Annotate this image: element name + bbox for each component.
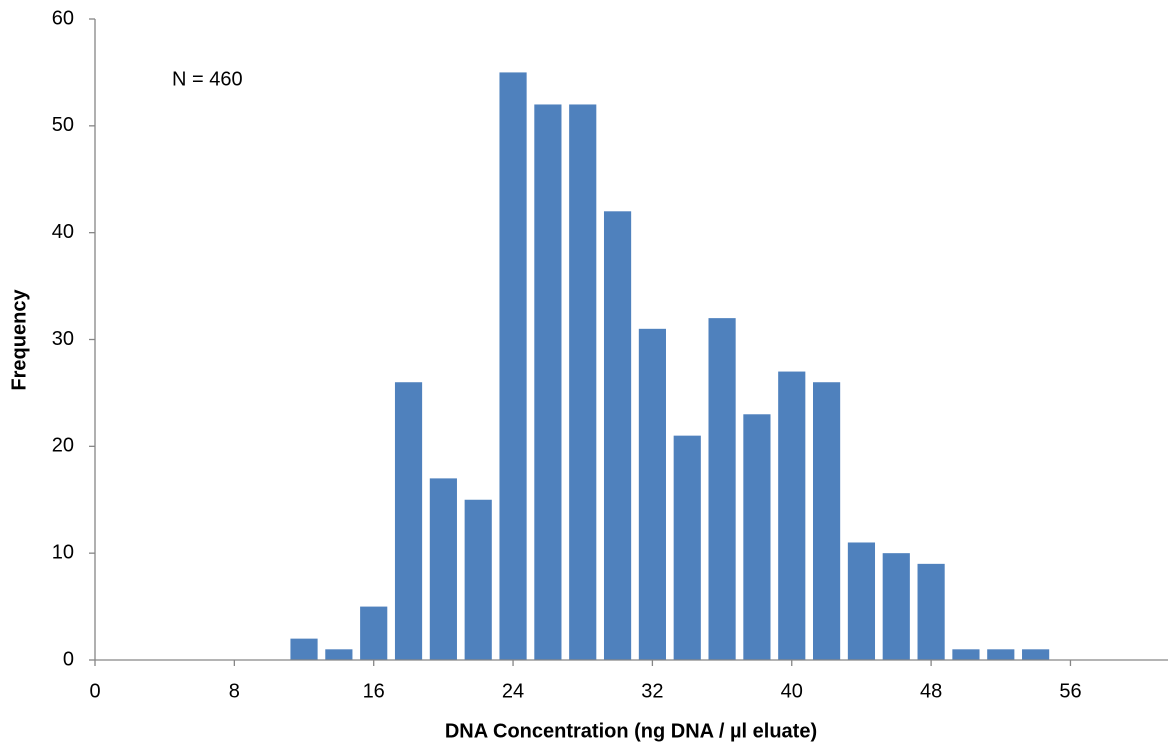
y-axis-title: Frequency — [8, 289, 30, 391]
y-tick-label: 20 — [52, 435, 74, 457]
y-tick-label: 60 — [52, 7, 74, 29]
bar — [847, 542, 876, 660]
bar — [534, 104, 562, 660]
x-tick-label: 0 — [89, 680, 100, 702]
x-tick-label: 40 — [781, 680, 803, 702]
x-tick-label: 56 — [1059, 680, 1081, 702]
bar — [569, 104, 597, 660]
bar — [743, 414, 771, 660]
bar — [813, 382, 841, 660]
x-axis-title: DNA Concentration (ng DNA / µl eluate) — [445, 720, 817, 742]
x-tick-label: 16 — [363, 680, 385, 702]
bar — [394, 382, 423, 660]
bar — [882, 553, 910, 660]
bar — [499, 72, 527, 660]
y-tick-label: 10 — [52, 541, 74, 563]
x-tick-label: 24 — [502, 680, 524, 702]
bar — [325, 649, 353, 660]
bar — [603, 211, 632, 661]
y-tick-label: 40 — [52, 221, 74, 243]
x-tick-label: 32 — [641, 680, 663, 702]
bar — [638, 328, 666, 660]
bar — [1022, 649, 1050, 660]
x-tick-label: 8 — [229, 680, 240, 702]
y-tick-label: 30 — [52, 328, 74, 350]
bar — [290, 638, 318, 660]
bar — [778, 371, 806, 660]
bar — [360, 606, 388, 660]
bar — [708, 318, 736, 660]
bar — [464, 499, 492, 660]
y-tick-label: 0 — [63, 648, 74, 670]
x-tick-label: 48 — [920, 680, 942, 702]
bar — [917, 563, 945, 660]
bar — [429, 478, 457, 660]
bar — [952, 649, 980, 660]
bar — [673, 435, 701, 660]
y-tick-label: 50 — [52, 114, 74, 136]
annotation: N = 460 — [172, 68, 243, 90]
bar — [987, 649, 1015, 660]
